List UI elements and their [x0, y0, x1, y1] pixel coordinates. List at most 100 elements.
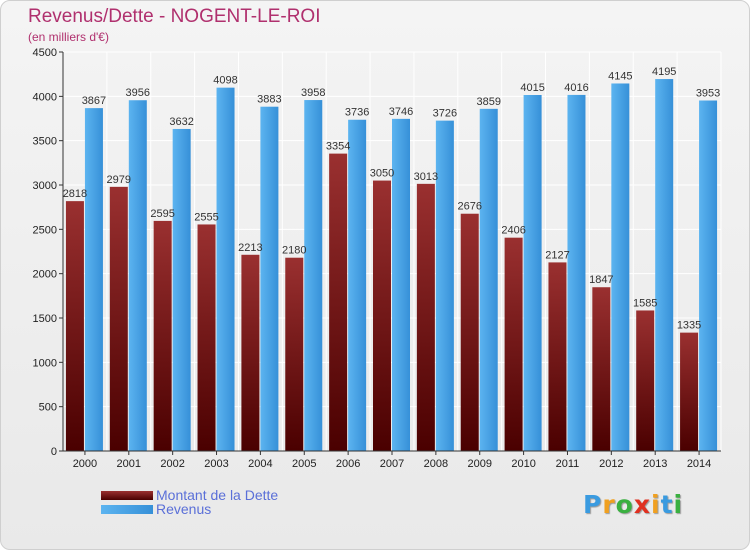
y-tick-label: 1500 [33, 313, 57, 325]
x-tick-label: 2006 [336, 458, 360, 470]
y-tick-label: 4500 [33, 47, 57, 59]
y-tick-label: 2500 [33, 224, 57, 236]
bar-revenus [479, 108, 498, 452]
bar-dette [680, 332, 699, 451]
x-tick-label: 2000 [73, 458, 97, 470]
data-label: 3746 [389, 106, 413, 118]
y-tick-label: 1000 [33, 357, 57, 369]
data-label: 2979 [107, 174, 131, 186]
bar-dette [241, 254, 260, 451]
data-label: 3958 [301, 87, 325, 99]
x-tick-label: 2009 [467, 458, 491, 470]
bar-dette [153, 220, 172, 451]
data-label: 3883 [257, 94, 281, 106]
y-tick-label: 2000 [33, 269, 57, 281]
bar-dette [373, 180, 391, 452]
axes: 0 500 1000 1500 2000 2500 3000 3500 4000 4500 2000… [33, 47, 721, 470]
data-label: 3736 [345, 107, 369, 119]
bar-revenus [304, 100, 323, 451]
x-tick-label: 2010 [511, 458, 535, 470]
x-tick-label: 2011 [556, 458, 580, 470]
bar-dette [329, 153, 348, 451]
bar-dette [416, 183, 435, 451]
bar-revenus [655, 79, 674, 451]
legend-swatch-revenus [101, 504, 153, 514]
y-tick-label: 4000 [33, 91, 57, 103]
bar-dette [636, 310, 655, 451]
bar-dette [197, 224, 216, 451]
legend-label-dette: Montant de la Dette [156, 487, 279, 503]
data-label: 3013 [414, 171, 438, 183]
data-label: 4195 [652, 66, 676, 78]
data-label: 3726 [433, 108, 457, 120]
logo-letter: x [633, 490, 651, 519]
x-tick-label: 2013 [643, 458, 667, 470]
bar-revenus [392, 118, 410, 451]
bar-dette [109, 186, 128, 451]
bars-group [65, 79, 718, 452]
bar-revenus [84, 108, 103, 451]
y-tick-label: 3500 [33, 136, 57, 148]
data-label: 3956 [126, 87, 150, 99]
data-label: 3859 [476, 96, 500, 108]
data-label: 2406 [501, 225, 525, 237]
proxiti-logo: Proxiti [583, 490, 683, 519]
data-label: 2818 [63, 188, 87, 200]
logo-letter: o [615, 490, 634, 519]
bar-revenus [611, 83, 630, 451]
data-label: 2180 [282, 245, 306, 257]
data-label: 3354 [326, 141, 350, 153]
x-tick-label: 2003 [204, 458, 228, 470]
data-label: 2213 [238, 242, 262, 254]
data-label: 3632 [169, 116, 193, 128]
legend-item-revenus: Revenus [101, 501, 278, 517]
x-tick-label: 2005 [292, 458, 316, 470]
data-label: 4016 [564, 82, 588, 94]
data-labels: 2818 3867 2979 3956 2595 3632 2555 4098 2213 3883… [63, 66, 721, 332]
x-tick-label: 2012 [599, 458, 623, 470]
logo-letter: P [583, 490, 603, 519]
legend-label-revenus: Revenus [156, 501, 212, 517]
data-label: 4015 [520, 82, 544, 94]
x-tick-label: 2004 [248, 458, 272, 470]
bar-revenus [567, 94, 586, 451]
data-label: 1847 [589, 274, 613, 286]
x-tick-label: 2002 [160, 458, 184, 470]
y-tick-label: 0 [51, 446, 57, 458]
bar-revenus [128, 100, 147, 451]
x-tick-label: 2007 [380, 458, 404, 470]
x-tick-label: 2001 [117, 458, 141, 470]
chart-title: Revenus/Dette - NOGENT-LE-ROI [28, 6, 321, 27]
logo-letter: r [602, 490, 616, 519]
data-label: 3953 [696, 88, 720, 100]
legend-item-dette: Montant de la Dette [101, 487, 279, 503]
data-label: 2676 [457, 201, 481, 213]
legend-swatch-dette [101, 490, 153, 500]
chart-subtitle: (en milliers d'€) [28, 30, 109, 44]
bar-dette [65, 201, 84, 451]
bar-revenus [699, 100, 718, 451]
data-label: 2595 [150, 208, 174, 220]
bar-dette [285, 257, 304, 451]
data-label: 4098 [213, 75, 237, 87]
y-tick-label: 3000 [33, 180, 57, 192]
logo-letter: i [673, 490, 684, 519]
legend: Montant de la Dette Revenus [101, 487, 279, 517]
y-tick-label: 500 [39, 402, 57, 414]
bar-revenus [216, 87, 235, 452]
data-label: 3867 [82, 95, 106, 107]
logo-letter: i [651, 490, 661, 519]
bar-dette [460, 213, 479, 451]
bar-dette [592, 287, 611, 451]
bar-dette [548, 262, 567, 451]
x-tick-label: 2014 [687, 458, 711, 470]
bar-revenus [348, 119, 367, 451]
x-tick-label: 2008 [424, 458, 448, 470]
bar-revenus [172, 128, 191, 451]
data-label: 2127 [545, 249, 569, 261]
bar-revenus [260, 106, 279, 451]
data-label: 2555 [194, 211, 218, 223]
data-label: 3050 [370, 168, 394, 180]
data-label: 4145 [608, 70, 632, 82]
